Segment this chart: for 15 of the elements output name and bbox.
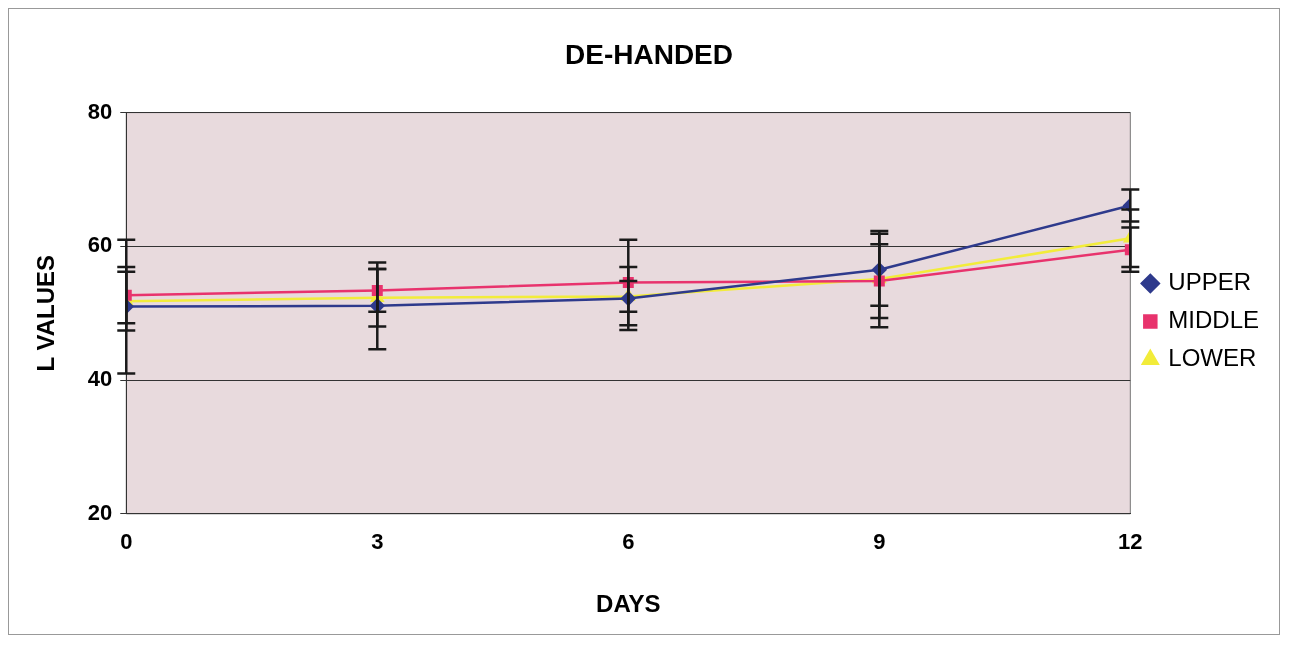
chart-title: DE-HANDED [565, 38, 733, 70]
legend-label: UPPER [1168, 268, 1252, 296]
x-tick-label: 12 [1118, 529, 1143, 555]
x-tick-label: 0 [120, 529, 133, 555]
y-tick-label: 80 [87, 98, 113, 124]
legend-label: MIDDLE [1168, 306, 1260, 334]
x-tick-label: 6 [622, 529, 635, 555]
x-tick-label: 9 [873, 529, 886, 555]
legend-label: LOWER [1168, 344, 1257, 372]
x-axis-title: DAYS [596, 590, 661, 618]
y-tick-label: 60 [87, 232, 113, 258]
y-axis-title: L VALUES [32, 254, 60, 372]
y-tick-label: 40 [87, 366, 113, 392]
x-tick-label: 3 [371, 529, 384, 555]
y-tick-label: 20 [87, 499, 113, 525]
